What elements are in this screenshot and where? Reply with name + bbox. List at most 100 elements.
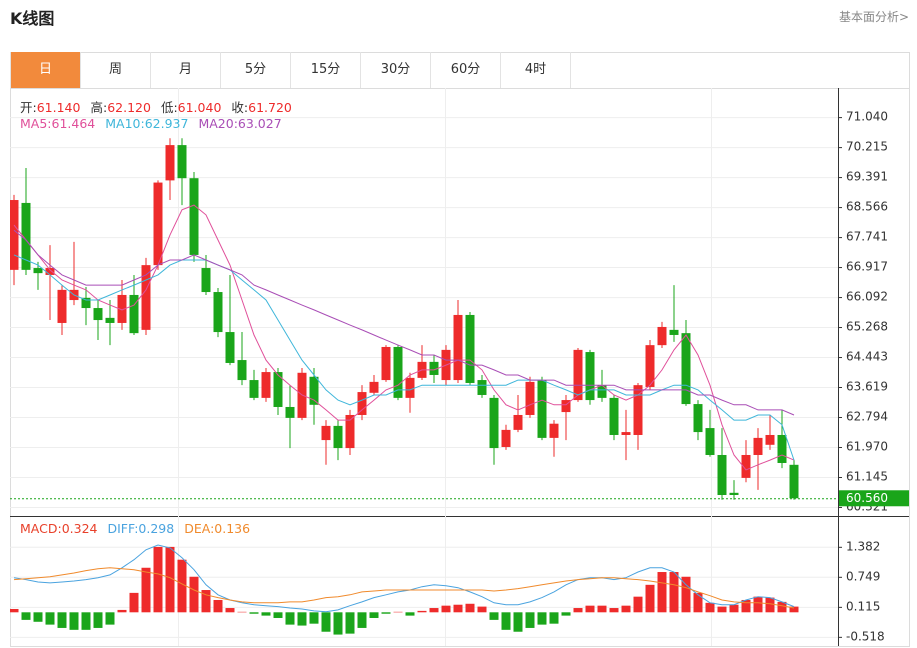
candle-body xyxy=(10,200,19,270)
macd-bar xyxy=(297,612,307,626)
macd-bar xyxy=(261,612,271,616)
macd-bar xyxy=(237,611,247,613)
legend-value: 62.937 xyxy=(144,116,189,131)
candle-body xyxy=(513,414,523,430)
macd-bar xyxy=(45,612,55,625)
tab[interactable]: 30分 xyxy=(360,52,430,88)
macd-bar xyxy=(417,610,427,613)
macd-bar xyxy=(585,605,595,613)
tab[interactable]: 60分 xyxy=(430,52,500,88)
candle-body xyxy=(501,429,511,447)
legend-value: 0.136 xyxy=(214,521,251,536)
candle-body xyxy=(405,377,415,398)
candle-body xyxy=(357,392,367,415)
tab[interactable]: 4时 xyxy=(500,52,570,88)
macd-bar xyxy=(153,546,163,613)
macd-bar xyxy=(429,608,439,613)
candle-body xyxy=(153,182,163,266)
y-tick-label: 63.619 xyxy=(846,380,888,394)
candle-body xyxy=(93,308,103,321)
candle-body xyxy=(381,346,391,381)
macd-bar xyxy=(117,609,127,613)
y-tick-label: -0.518 xyxy=(846,629,885,643)
macd-bar xyxy=(789,606,799,613)
info-label: 低: xyxy=(160,100,178,115)
macd-bar xyxy=(333,612,343,635)
tab[interactable]: 15分 xyxy=(290,52,360,88)
macd-bar xyxy=(681,576,691,613)
macd-bar xyxy=(561,612,571,616)
candle-body xyxy=(165,145,175,181)
macd-bar xyxy=(165,546,175,613)
macd-bar xyxy=(93,612,103,628)
macd-bar xyxy=(501,612,511,630)
candle-body xyxy=(573,349,583,401)
info-label: 高: xyxy=(90,100,108,115)
candle-body xyxy=(693,404,703,433)
candle-body xyxy=(549,423,559,438)
info-label: 开: xyxy=(20,100,37,115)
candle-body xyxy=(105,317,115,323)
legend-item: MACD:0.324 xyxy=(20,521,97,536)
ma-line xyxy=(13,254,795,461)
macd-bar xyxy=(381,612,391,614)
legend-name: MACD: xyxy=(20,521,62,536)
header-link[interactable]: 基本面分析> xyxy=(838,10,909,24)
y-tick-label: 66.092 xyxy=(846,290,888,304)
macd-bar xyxy=(549,612,559,624)
info-label: 收: xyxy=(231,100,249,115)
candle-body xyxy=(225,332,235,363)
macd-bar xyxy=(189,576,199,613)
candle-body xyxy=(609,397,619,435)
candle-body xyxy=(729,492,739,495)
macd-bar xyxy=(489,612,499,620)
ma-legend: MA5:61.464 MA10:62.937 MA20:63.027 xyxy=(20,116,292,131)
macd-bar xyxy=(213,599,223,613)
legend-item: MA10:62.937 xyxy=(105,116,188,131)
tab[interactable]: 5分 xyxy=(220,52,290,88)
candle-body xyxy=(657,326,667,346)
tab[interactable]: 月 xyxy=(150,52,220,88)
macd-bar xyxy=(693,592,703,613)
candle-body xyxy=(45,268,55,275)
macd-line xyxy=(13,544,795,613)
plot-area xyxy=(10,544,838,638)
macd-bar xyxy=(465,603,475,613)
tab[interactable]: 日 xyxy=(10,52,80,88)
candle-body xyxy=(525,381,535,415)
candle-body xyxy=(321,425,331,441)
candle-body xyxy=(465,314,475,383)
legend-item: MA5:61.464 xyxy=(20,116,95,131)
macd-bar xyxy=(621,605,631,613)
legend-item: DIFF:0.298 xyxy=(107,521,174,536)
candle-body xyxy=(333,425,343,449)
macd-bar xyxy=(441,605,451,613)
macd-bar xyxy=(249,612,259,614)
info-item: 收:61.720 xyxy=(231,100,291,115)
macd-bar xyxy=(633,596,643,613)
candle-body xyxy=(33,268,43,274)
candle-body xyxy=(453,314,463,381)
y-tick-label: 71.040 xyxy=(846,110,888,124)
candle-body xyxy=(285,406,295,418)
macd-bar xyxy=(369,612,379,618)
macd-bar xyxy=(69,612,79,630)
macd-bar xyxy=(405,612,415,616)
last-price-box xyxy=(839,490,909,507)
y-tick-label: 67.741 xyxy=(846,230,888,244)
macd-bar xyxy=(573,608,583,613)
candle-body xyxy=(81,297,91,309)
legend-value: 61.464 xyxy=(51,116,96,131)
macd-bar xyxy=(525,612,535,628)
last-price-label: 60.560 xyxy=(846,491,888,505)
candle-body xyxy=(681,333,691,405)
macd-bar xyxy=(309,612,319,624)
info-item: 高:62.120 xyxy=(90,100,150,115)
candle-body xyxy=(597,385,607,398)
tab[interactable]: 周 xyxy=(80,52,150,88)
candle-body xyxy=(645,345,655,387)
candle-body xyxy=(273,372,283,407)
macd-bar xyxy=(513,612,523,632)
macd-bar xyxy=(345,612,355,634)
